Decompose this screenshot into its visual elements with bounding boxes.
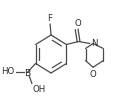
Text: N: N [91, 39, 97, 48]
Text: F: F [48, 14, 53, 23]
Text: HO: HO [1, 67, 14, 76]
Text: O: O [90, 70, 96, 79]
Text: B: B [24, 69, 30, 78]
Text: O: O [74, 19, 81, 28]
Text: OH: OH [33, 86, 46, 95]
